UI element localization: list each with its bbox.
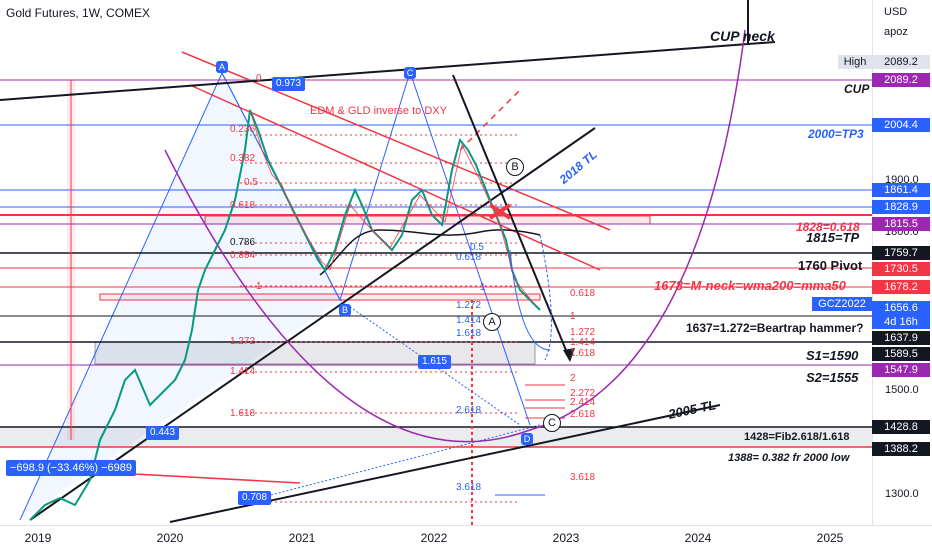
red-trendline-2 bbox=[189, 84, 601, 271]
cup-neck-line bbox=[0, 41, 776, 101]
time-tick-2020: 2020 bbox=[156, 531, 184, 545]
fib-left-1414: 1.414 bbox=[230, 366, 256, 377]
cup-neck-label: CUP neck bbox=[710, 28, 775, 44]
s1-label: S1=1590 bbox=[806, 348, 859, 363]
time-tick-2021: 2021 bbox=[288, 531, 316, 545]
value-1615: 1.615 bbox=[418, 355, 452, 369]
price-tag-2089: 2089.2 bbox=[872, 73, 930, 87]
measure-box: −698.9 (−33.46%) −6989 bbox=[6, 460, 137, 476]
fib-left-0382: 0.382 bbox=[230, 153, 256, 164]
black-down-arrow bbox=[452, 74, 571, 361]
wave-a-circle[interactable]: A bbox=[483, 313, 501, 331]
price-tag-1589: 1589.5 bbox=[872, 347, 930, 361]
last-price-tag: 1656.6 bbox=[872, 301, 930, 315]
value-0443: 0.443 bbox=[146, 426, 180, 440]
wave-b-circle[interactable]: B bbox=[506, 158, 524, 176]
fib-mid-05: 0.5 bbox=[470, 242, 484, 253]
price-chart-canvas[interactable] bbox=[0, 0, 872, 525]
fib-left-0786: 0.786 bbox=[230, 237, 256, 248]
wma-curve bbox=[319, 229, 541, 276]
level-1815-label: 1815=TP bbox=[806, 230, 860, 245]
price-tag-1759: 1759.7 bbox=[872, 246, 930, 260]
level-1760-label: 1760 Pivot bbox=[798, 258, 863, 273]
point-d-marker[interactable]: D bbox=[521, 433, 533, 445]
fib-left-05: 0.5 bbox=[244, 177, 258, 188]
level-1637-label: 1637=1.272=Beartrap hammer? bbox=[686, 321, 864, 335]
fib-left-0854: 0.854 bbox=[230, 250, 256, 261]
cup-arc bbox=[164, 29, 746, 443]
time-tick-2024: 2024 bbox=[684, 531, 712, 545]
fib-right-2618: 2.618 bbox=[570, 409, 596, 420]
price-tick-1300: 1300.0 bbox=[885, 488, 919, 500]
fib-right-1618: 1.618 bbox=[570, 348, 596, 359]
countdown-tag: 4d 16h bbox=[872, 315, 930, 329]
edm-label: EDM & GLD inverse to DXY bbox=[310, 105, 447, 117]
zone-1428 bbox=[0, 427, 872, 447]
price-candles bbox=[29, 109, 541, 521]
price-tag-1388: 1388.2 bbox=[872, 442, 930, 456]
zone-1678 bbox=[99, 293, 541, 301]
cup-label: CUP bbox=[844, 82, 870, 96]
fib-left-0: 0 bbox=[256, 73, 262, 84]
fib-mid-0618: 0.618 bbox=[456, 252, 482, 263]
time-tick-2025: 2025 bbox=[816, 531, 844, 545]
fib-right-1414: 1.414 bbox=[570, 337, 596, 348]
chart-title: Gold Futures, 1W, COMEX bbox=[6, 6, 151, 20]
fib-right-0618: 0.618 bbox=[570, 288, 596, 299]
fib-right-3618: 3.618 bbox=[570, 472, 596, 483]
fib-left-1: 1 bbox=[256, 281, 262, 292]
price-tag-1637: 1637.9 bbox=[872, 331, 930, 345]
level-1428-label: 1428=Fib2.618/1.618 bbox=[744, 431, 850, 443]
point-b-marker[interactable]: B bbox=[339, 304, 351, 316]
price-tick-1500: 1500.0 bbox=[885, 384, 919, 396]
time-axis[interactable]: 2019 2020 2021 2022 2023 2024 2025 bbox=[0, 525, 932, 550]
symbol-tag: GCZ2022 bbox=[812, 297, 872, 311]
price-tag-1547: 1547.9 bbox=[872, 363, 930, 377]
high-value-tag: 2089.2 bbox=[872, 55, 930, 69]
currency-label[interactable]: USD bbox=[884, 6, 908, 18]
level-1678-label: 1678=M-neck=wma200=mma50 bbox=[654, 278, 846, 293]
fib-left-1618: 1.618 bbox=[230, 408, 256, 419]
level-1828-label: 1828=0.618 bbox=[796, 220, 860, 234]
point-c-marker[interactable]: C bbox=[404, 67, 416, 79]
fib-left-0236: 0.236 bbox=[230, 124, 256, 135]
fib-mid-1618: 1.618 bbox=[456, 328, 482, 339]
high-tag: High bbox=[838, 55, 872, 69]
value-0708: 0.708 bbox=[238, 491, 272, 505]
axis-mode-label[interactable]: apoz bbox=[884, 26, 908, 38]
tp3-label: 2000=TP3 bbox=[808, 127, 864, 141]
red-dashed-proj bbox=[459, 89, 521, 151]
fib-mid-2618: 2.618 bbox=[456, 405, 482, 416]
time-tick-2022: 2022 bbox=[420, 531, 448, 545]
fib-right-2414: 2.414 bbox=[570, 397, 596, 408]
fib-right-2: 2 bbox=[570, 373, 576, 384]
fib-levels-right bbox=[525, 384, 565, 419]
price-tag-1828: 1828.9 bbox=[872, 200, 930, 214]
time-tick-2019: 2019 bbox=[24, 531, 52, 545]
time-tick-2023: 2023 bbox=[552, 531, 580, 545]
cross-mark bbox=[488, 203, 512, 220]
s2-label: S2=1555 bbox=[806, 370, 859, 385]
fib-mid-3618: 3.618 bbox=[456, 482, 482, 493]
price-tag-1678: 1678.2 bbox=[872, 280, 930, 294]
price-tag-1428: 1428.8 bbox=[872, 420, 930, 434]
fib-triangle-left bbox=[20, 73, 340, 520]
fib-left-1272: 1.272 bbox=[230, 336, 256, 347]
point-a-marker[interactable]: A bbox=[216, 61, 228, 73]
fib-right-1: 1 bbox=[570, 311, 576, 322]
wave-c-circle[interactable]: C bbox=[543, 414, 561, 432]
fib-right-2272: 2.272 bbox=[570, 388, 596, 399]
fib-mid-1414: 1.414 bbox=[456, 315, 482, 326]
fib-left-0618: 0.618 bbox=[230, 200, 256, 211]
price-tag-1861: 1861.4 bbox=[872, 183, 930, 197]
price-tag-1730: 1730.5 bbox=[872, 262, 930, 276]
fib-mid-1: 1 bbox=[480, 282, 486, 293]
fib-mid-1272: 1.272 bbox=[456, 300, 482, 311]
value-0973: 0.973 bbox=[272, 77, 306, 91]
price-tag-1815: 1815.5 bbox=[872, 217, 930, 231]
fib-right-1272: 1.272 bbox=[570, 327, 596, 338]
price-tag-2004: 2004.4 bbox=[872, 118, 930, 132]
level-1388-label: 1388= 0.382 fr 2000 low bbox=[728, 452, 850, 464]
